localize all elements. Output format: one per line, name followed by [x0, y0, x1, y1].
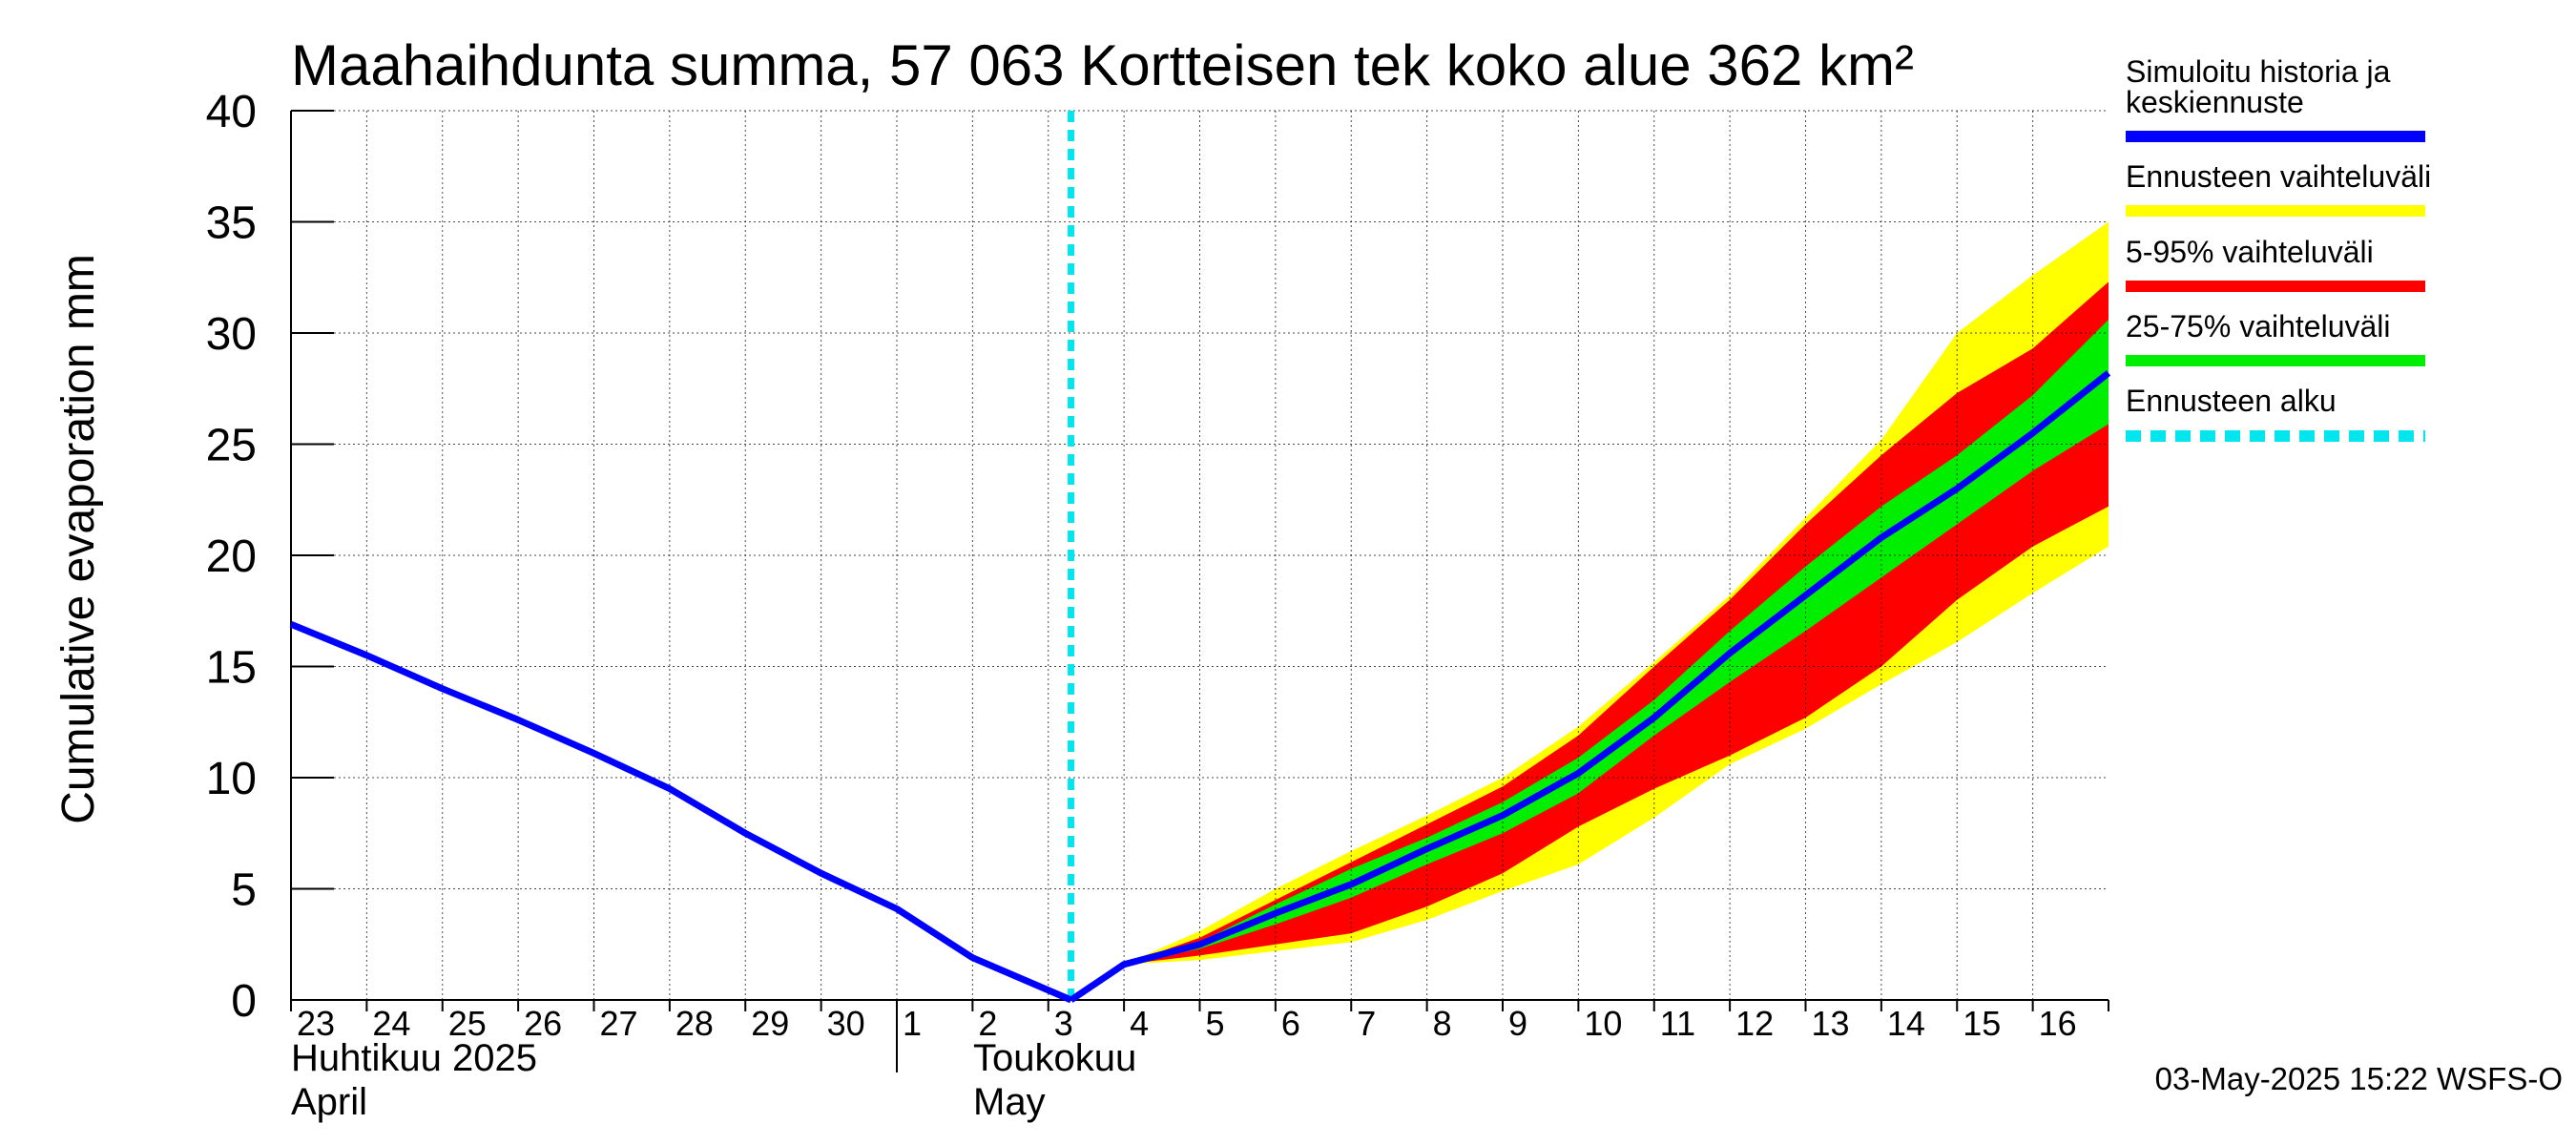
y-tick-label: 20	[206, 531, 257, 582]
x-tick-label: 23	[297, 1004, 335, 1043]
chart-title: Maahaihdunta summa, 57 063 Kortteisen te…	[291, 33, 1914, 97]
legend-label-25-75: 25-75% vaihteluväli	[2126, 309, 2391, 344]
x-tick-label: 12	[1735, 1004, 1774, 1043]
band-5-95	[1070, 281, 2109, 1000]
x-tick-label: 9	[1508, 1004, 1527, 1043]
legend-label-range: Ennusteen vaihteluväli	[2126, 159, 2431, 194]
x-tick-label: 29	[751, 1004, 789, 1043]
y-axis-label: Cumulative evaporation mm	[53, 254, 104, 824]
month-label-april-line2: April	[291, 1081, 367, 1123]
month-label-april-line1: Huhtikuu 2025	[291, 1037, 537, 1079]
y-tick-label: 10	[206, 754, 257, 804]
x-tick-label: 26	[524, 1004, 562, 1043]
y-tick-label: 5	[231, 865, 257, 916]
x-tick-label: 28	[675, 1004, 714, 1043]
legend-label-forecast-start: Ennusteen alku	[2126, 384, 2337, 418]
x-tick-label: 8	[1433, 1004, 1452, 1043]
legend: Simuloitu historia ja keskiennuste Ennus…	[2126, 54, 2431, 442]
legend-label-history-line2: keskiennuste	[2126, 85, 2304, 119]
x-tick-label: 30	[827, 1004, 865, 1043]
y-tick-label: 15	[206, 643, 257, 694]
y-tick-label: 30	[206, 309, 257, 360]
x-tick-label: 11	[1660, 1004, 1695, 1043]
x-tick-label: 1	[903, 1004, 922, 1043]
x-tick-label: 25	[448, 1004, 487, 1043]
y-tick-label: 0	[231, 976, 257, 1027]
x-tick-label: 16	[2039, 1004, 2077, 1043]
y-tick-label: 35	[206, 198, 257, 249]
history-line	[289, 620, 1072, 1004]
median-forecast-line	[1069, 370, 2111, 1003]
x-tick-label: 5	[1206, 1004, 1225, 1043]
x-tick-label: 4	[1130, 1004, 1149, 1043]
legend-label-5-95: 5-95% vaihteluväli	[2126, 235, 2374, 269]
x-tick-label: 10	[1584, 1004, 1622, 1043]
x-tick-label: 7	[1357, 1004, 1376, 1043]
month-label-may-line1: Toukokuu	[973, 1037, 1136, 1079]
x-tick-label: 24	[372, 1004, 410, 1043]
x-tick-label: 6	[1281, 1004, 1300, 1043]
legend-label-history-line1: Simuloitu historia ja	[2126, 54, 2391, 89]
x-tick-label: 2	[978, 1004, 997, 1043]
footer-timestamp: 03-May-2025 15:22 WSFS-O	[2155, 1061, 2563, 1096]
x-tick-label: 14	[1887, 1004, 1925, 1043]
y-tick-label: 25	[206, 421, 257, 471]
x-tick-label: 13	[1812, 1004, 1850, 1043]
x-tick-label: 15	[1963, 1004, 2001, 1043]
y-tick-label: 40	[206, 87, 257, 137]
month-label-may-line2: May	[973, 1081, 1046, 1123]
x-tick-label: 27	[600, 1004, 638, 1043]
x-tick-label: 3	[1054, 1004, 1073, 1043]
